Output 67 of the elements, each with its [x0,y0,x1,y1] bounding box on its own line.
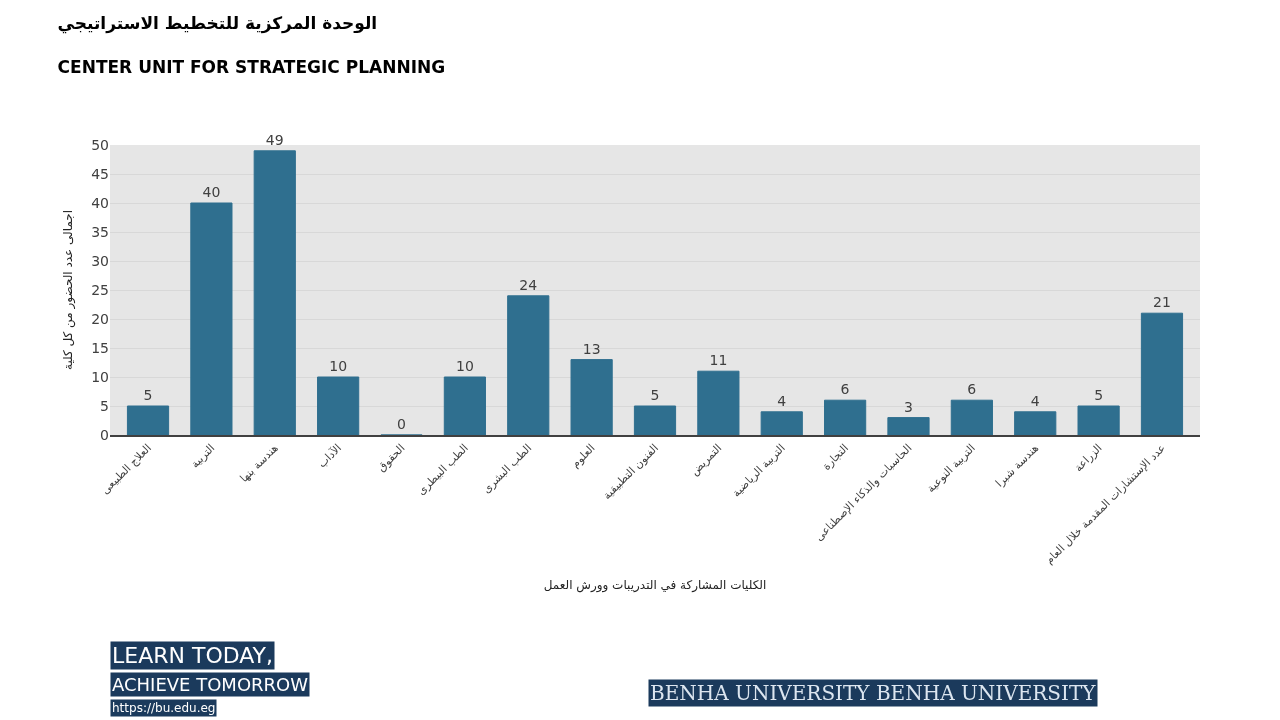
y-tick-label: 15 [91,339,109,356]
x-tick-label: هندسة شبرا [993,441,1042,490]
x-tick-label: الزراعة [1071,441,1105,475]
data-label: 10 [329,358,348,374]
data-label: 0 [397,416,406,432]
data-label: 4 [1030,392,1040,409]
data-label: 21 [1153,294,1171,311]
y-tick-label: 25 [91,281,109,298]
bar [253,150,296,435]
x-axis-title: الكليات المشاركة في التدريبات وورش العمل [543,578,767,594]
bar [950,399,993,435]
bar [1014,411,1057,435]
x-tick-label: الطب البيطرى [414,441,471,498]
bar [887,417,930,435]
y-tick-label: 10 [91,368,109,385]
x-tick-label: التربية [188,441,218,471]
bar [1140,312,1184,435]
data-label: 10 [455,358,474,374]
bar [1077,405,1120,435]
data-label: 11 [709,352,728,369]
x-tick-label: الطب البشرى [479,441,535,496]
x-tick-label: التمريض [687,441,725,479]
bar [570,359,613,435]
bar [697,370,740,435]
x-tick-label: الآداب [315,441,345,471]
y-tick-label: 0 [100,426,109,443]
bar [317,376,360,435]
text: LEARN TODAY, [112,643,274,668]
y-tick-label: 30 [91,252,109,269]
data-label: 24 [519,276,538,293]
bar [760,411,803,435]
bar [633,405,677,435]
chart-title: الوحدة المركزية للتخطيط الاستراتيجي [57,12,378,34]
y-tick-label: 35 [91,223,109,240]
text: ACHIEVE TOMORROW [112,674,309,695]
data-label: 6 [967,381,977,398]
bar [443,376,486,435]
x-tick-label: التربية النوعية [924,441,978,496]
x-tick-label: التربية الرياضية [729,441,788,500]
y-tick-label: 40 [91,194,109,211]
text: BENHA UNIVERSITY BENHA UNIVERSITY [650,681,1097,705]
data-label: 5 [143,387,153,403]
x-tick-label: العلوم [568,441,598,471]
x-tick-label: التجارة [819,441,852,473]
data-label: 4 [777,392,787,409]
y-tick-label: 5 [100,397,109,414]
data-label: 40 [202,184,221,200]
chart-subtitle: CENTER UNIT FOR STRATEGIC PLANNING [57,57,446,77]
y-tick-label: 50 [91,136,109,153]
bar [507,295,550,435]
data-label: 3 [904,398,913,415]
y-axis-title: اجمالى عدد الحضور من كل كلية [61,209,77,371]
data-label: 49 [265,131,284,148]
x-tick-label: العلاج الطبيعى [98,441,155,497]
y-tick-label: 45 [91,165,109,182]
x-tick-label: الحقوق [374,441,408,475]
bar [190,202,233,435]
text: https://bu.edu.eg [112,701,216,715]
x-tick-label: الفنون التطبيقية [600,441,662,503]
bar [126,405,170,435]
data-label: 6 [840,381,850,398]
x-tick-label: هندسة بنها [237,441,281,485]
data-label: 13 [582,340,601,357]
y-tick-label: 20 [91,310,109,327]
data-label: 5 [1094,387,1104,403]
bar [824,399,867,435]
data-label: 5 [650,387,660,403]
